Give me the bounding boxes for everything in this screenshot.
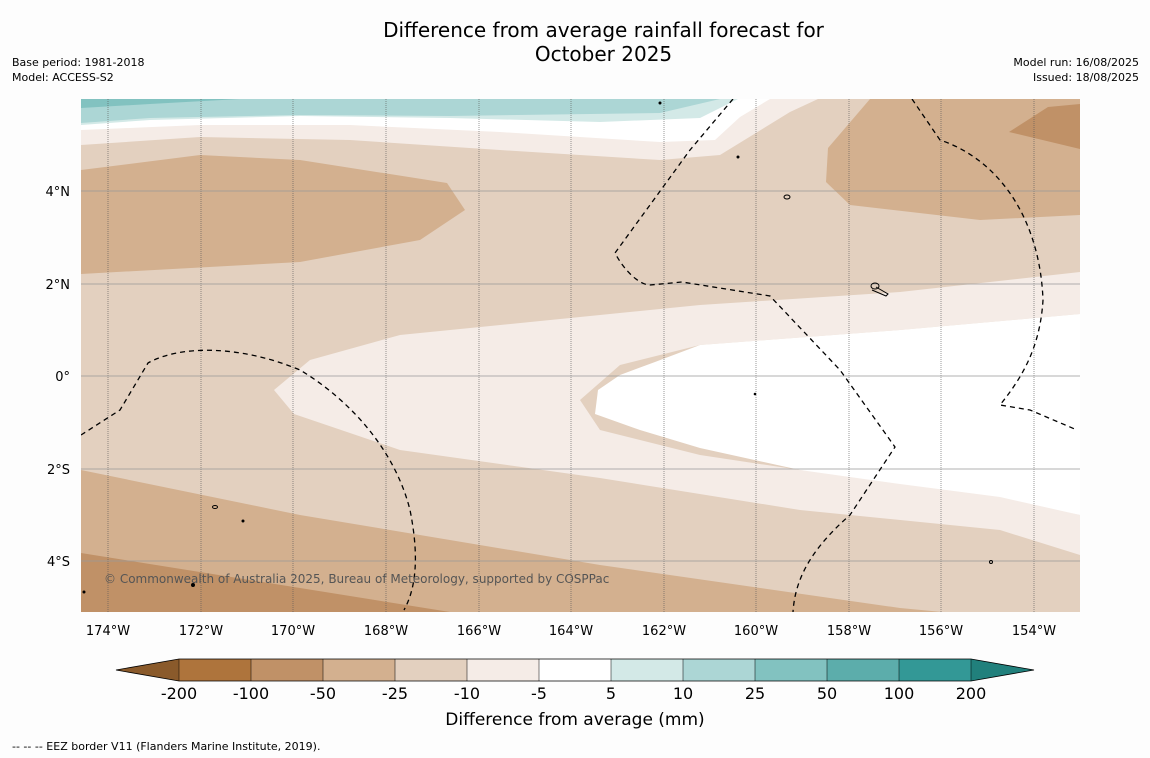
colorbar-dividers [178,659,972,681]
colorbar-swatch [395,659,468,681]
colorbar-extend-low [116,659,179,681]
island [753,392,757,396]
lat-tick-label: 2°N [46,278,71,293]
eez-footnote: -- -- -- EEZ border V11 (Flanders Marine… [12,740,321,753]
island [212,505,218,509]
band-eq-b5 [274,272,1080,555]
graticule-latitude [81,190,1080,562]
colorbar-swatch [755,659,828,681]
colorbar-tick-label: -10 [454,684,480,703]
colorbar-tick-label: -25 [382,684,408,703]
colorbar-swatch [323,659,396,681]
colorbar-tick-label: -50 [310,684,336,703]
lat-tick-label: 0° [55,370,70,385]
island [989,560,993,564]
model-run-text: Model run: 16/08/2025 [1013,56,1139,69]
lat-tick-label: 4°S [47,555,70,570]
lon-tick-label: 164°W [549,624,593,639]
copyright-notice: © Commonwealth of Australia 2025, Bureau… [104,572,610,586]
colorbar-swatch [683,659,756,681]
colorbar-tick-label: 5 [606,684,616,703]
colorbar-swatch [827,659,900,681]
map-title: Difference from average rainfall forecas… [0,18,1150,66]
colorbar-swatch [899,659,972,681]
colorbar-tick-label: 200 [956,684,987,703]
colorbar-tick-label: 100 [884,684,915,703]
band-north-a25 [81,99,240,108]
band-north-a10 [81,99,720,123]
colorbar-tick-label: -100 [233,684,269,703]
colorbar: -200 -100 -50 -25 -10 -5 5 10 25 50 100 … [115,658,1035,730]
lon-tick-label: 174°W [86,624,130,639]
lat-tick-label: 4°N [46,185,71,200]
band-nw-b50 [81,155,465,274]
issued-text: Issued: 18/08/2025 [1032,71,1139,84]
lon-tick-label: 168°W [364,624,408,639]
colorbar-tick-label: -200 [161,684,197,703]
info-left: Base period: 1981-2018 Model: ACCESS-S2 [12,55,144,85]
colorbar-swatch [251,659,324,681]
lon-tick-label: 156°W [919,624,963,639]
lat-tick-label: 2°S [47,463,70,478]
eez-border-central [614,99,896,612]
band-south-b50 [81,470,943,612]
graticule-longitude [107,99,1035,612]
lon-tick-label: 166°W [457,624,501,639]
title-line-1: Difference from average rainfall forecas… [383,18,824,42]
colorbar-extend-high [971,659,1034,681]
lon-tick-label: 162°W [642,624,686,639]
longitude-ticks: 174°W 172°W 170°W 168°W 166°W 164°W 162°… [86,624,1056,639]
island [736,155,740,159]
colorbar-tick-label: 50 [817,684,837,703]
island [191,583,195,587]
colorbar-swatch [539,659,612,681]
band-ne-b100 [1009,104,1080,149]
info-right: Model run: 16/08/2025 Issued: 18/08/2025 [1013,55,1139,85]
base-period-text: Base period: 1981-2018 [12,56,145,69]
colorbar-swatch [179,659,252,681]
eez-borders [81,99,1078,612]
island [783,194,791,200]
island [241,519,245,523]
lon-tick-label: 154°W [1012,624,1056,639]
colorbar-tick-label: -5 [531,684,547,703]
lon-tick-label: 160°W [734,624,778,639]
colorbar-swatch [611,659,684,681]
eez-border-west [81,349,417,611]
colorbar-swatch [467,659,540,681]
island [871,286,889,297]
islands [82,101,993,594]
eez-border-east [911,99,1078,431]
band-south-b100 [81,553,450,612]
colorbar-tick-label: 10 [673,684,693,703]
title-line-2: October 2025 [534,42,673,66]
island [870,282,880,290]
model-text: Model: ACCESS-S2 [12,71,114,84]
colorbar-tick-label: 25 [745,684,765,703]
lon-tick-label: 172°W [179,624,223,639]
island [658,101,662,105]
lon-tick-label: 170°W [271,624,315,639]
colorbar-ticks: -200 -100 -50 -25 -10 -5 5 10 25 50 100 … [161,684,986,703]
latitude-ticks: 4°N 2°N 0° 2°S 4°S [46,185,71,570]
band-eq-neutral [595,314,1080,515]
rainfall-map [81,99,1080,612]
lon-tick-label: 158°W [827,624,871,639]
island [82,590,86,594]
colorbar-title: Difference from average (mm) [445,710,704,730]
